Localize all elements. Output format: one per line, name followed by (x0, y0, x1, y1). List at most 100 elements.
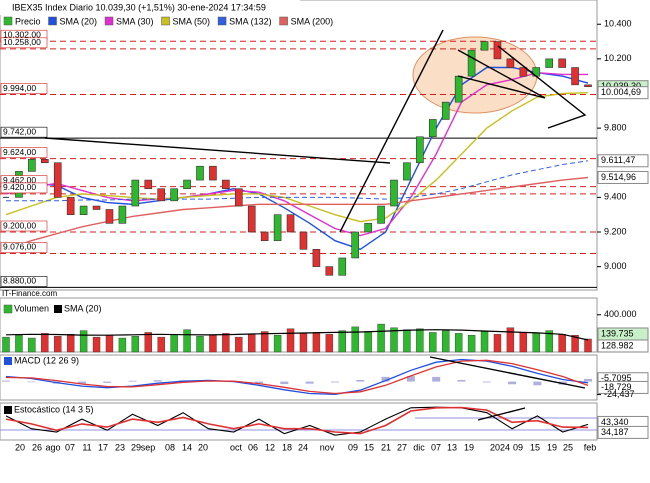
x-tick-label: 15 (530, 442, 540, 452)
legend-swatch (161, 16, 170, 26)
candle (390, 179, 398, 207)
candle (131, 179, 140, 207)
x-tick-label: 20 (198, 442, 208, 452)
legend-label: SMA (50) (173, 16, 211, 26)
candle (584, 84, 592, 87)
volume-bar (364, 331, 372, 353)
volume-bar (506, 327, 515, 353)
legend-swatch (54, 305, 62, 313)
volume-bar (377, 323, 385, 353)
candle (118, 205, 127, 224)
legend-swatch (4, 357, 12, 365)
level-label-bg (0, 182, 48, 194)
y-tick-label: 9.400 (604, 192, 627, 202)
candle (571, 67, 579, 86)
candle (493, 41, 502, 60)
x-tick-label: 07 (65, 442, 75, 452)
candle (480, 41, 489, 51)
candle (558, 58, 566, 68)
volume-bar (532, 333, 540, 353)
trendline (429, 356, 586, 389)
level-label: 8.880,00 (3, 276, 36, 286)
candle (312, 249, 321, 267)
volume-bar (519, 332, 528, 353)
candle (260, 231, 269, 241)
stochastic-title: Estocástico (14 3 5) (14, 404, 94, 414)
value-label: 128.982 (601, 340, 634, 350)
candle (222, 179, 230, 190)
volume-legend: SMA (20) (64, 303, 102, 313)
line (5, 359, 589, 395)
volume-bar (312, 332, 321, 353)
x-tick-label: 09 (348, 442, 358, 452)
volume-bar (286, 328, 295, 353)
legend-swatch (3, 16, 13, 26)
value-label: 10.039,30 (601, 81, 641, 91)
x-tick-label: 12 (265, 442, 275, 452)
x-tick-label: 21 (381, 442, 391, 452)
trendline (44, 137, 391, 164)
y-tick-label: 10.200 (604, 53, 632, 63)
level-label-bg (0, 220, 48, 232)
candle (441, 101, 450, 120)
macd-panel (0, 354, 598, 401)
macd-histogram (432, 376, 441, 382)
macd-histogram (305, 381, 314, 384)
volume-bar (545, 330, 553, 353)
level-label-bg (0, 147, 48, 158)
trendline (457, 49, 546, 99)
level-label-bg (0, 126, 48, 138)
volume-bar (558, 334, 566, 353)
volume-bar (28, 337, 36, 353)
candle (351, 231, 360, 259)
macd-histogram (406, 376, 415, 382)
value-label: 139.735 (601, 328, 634, 338)
volume-bar (416, 328, 424, 353)
x-tick-label: 20 (15, 442, 25, 452)
y-tick-label: 9.000 (604, 261, 627, 271)
y-tick-label: 400.000 (604, 309, 637, 319)
legend-swatch (4, 406, 12, 414)
volume-bar (118, 337, 127, 353)
x-tick-label: dic (413, 442, 425, 452)
macd-histogram (533, 381, 542, 386)
x-tick-label: ago (45, 442, 60, 452)
volume-bar (196, 335, 204, 353)
legend-label: Precio (15, 16, 41, 26)
x-tick-label: 25 (563, 442, 573, 452)
value-label-bg (597, 380, 649, 394)
level-label-bg (0, 276, 48, 287)
line (5, 358, 589, 395)
value-label-bg (597, 170, 649, 184)
legend-label: SMA (200) (291, 16, 334, 26)
x-tick-label: feb (584, 442, 597, 452)
y-tick-label: -24,437 (604, 389, 635, 399)
macd-histogram (584, 378, 592, 382)
value-label-bg (597, 154, 649, 168)
candle (545, 58, 554, 68)
x-tick-label: sep (141, 442, 156, 452)
level-label: 9.076,00 (3, 242, 36, 252)
x-tick-label: 06 (248, 442, 258, 452)
x-tick-label: 19 (464, 442, 474, 452)
chart-title: IBEX35 Index Diario 10.039,30 (+1,51%) 3… (12, 2, 266, 12)
x-tick-label: 13 (447, 442, 457, 452)
value-label: 9.514,96 (601, 172, 636, 182)
y-tick-label: 10.400 (604, 19, 632, 29)
volume-bar (144, 332, 152, 353)
macd-histogram (381, 376, 390, 382)
volume-bar (157, 336, 165, 353)
level-label: 9.462,00 (3, 175, 36, 185)
value-label: 34,187 (601, 427, 629, 437)
volume-bar (390, 327, 398, 353)
trendline (339, 29, 444, 233)
level-label-bg (0, 37, 48, 49)
trendline (477, 407, 526, 421)
candle (416, 136, 424, 164)
legend-swatch (279, 16, 288, 26)
candle (105, 209, 114, 224)
volume-bar (183, 329, 191, 353)
candle (170, 188, 178, 202)
candle (196, 165, 204, 181)
candle (157, 188, 165, 202)
